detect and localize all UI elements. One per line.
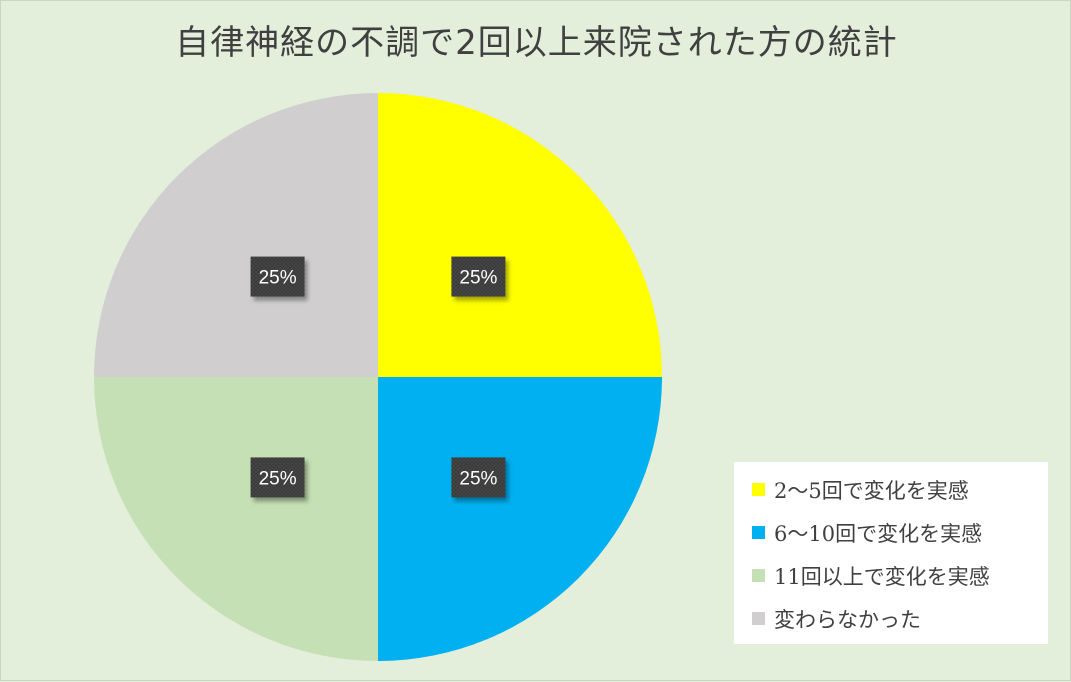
legend-item: 6〜10回で変化を実感 xyxy=(752,511,1048,554)
pie-slice-11plus xyxy=(94,377,378,661)
data-label: 25% xyxy=(451,256,506,297)
data-label: 25% xyxy=(451,457,506,498)
data-label: 25% xyxy=(250,457,305,498)
legend-swatch xyxy=(752,526,765,539)
data-label: 25% xyxy=(250,256,305,297)
legend-swatch xyxy=(752,483,765,496)
legend-item: 変わらなかった xyxy=(752,597,1048,640)
pie-slice-6-10 xyxy=(378,377,662,661)
pie-slice-unchanged xyxy=(94,93,378,377)
chart-title: 自律神経の不調で2回以上来院された方の統計 xyxy=(175,23,898,63)
legend-item: 2〜5回で変化を実感 xyxy=(752,468,1048,511)
data-label-text: 25% xyxy=(259,468,297,489)
legend: 2〜5回で変化を実感 6〜10回で変化を実感 11回以上で変化を実感 変わらなか… xyxy=(734,462,1048,644)
pie-slice-2-5 xyxy=(378,93,662,377)
data-label-text: 25% xyxy=(459,268,497,289)
legend-item: 11回以上で変化を実感 xyxy=(752,554,1048,597)
legend-label: 2〜5回で変化を実感 xyxy=(774,478,969,503)
legend-swatch xyxy=(752,612,765,625)
legend-label: 11回以上で変化を実感 xyxy=(774,564,990,589)
legend-swatch xyxy=(752,569,765,582)
legend-label: 変わらなかった xyxy=(774,607,921,632)
legend-label: 6〜10回で変化を実感 xyxy=(774,521,983,546)
data-label-text: 25% xyxy=(459,468,497,489)
data-label-text: 25% xyxy=(259,268,297,289)
